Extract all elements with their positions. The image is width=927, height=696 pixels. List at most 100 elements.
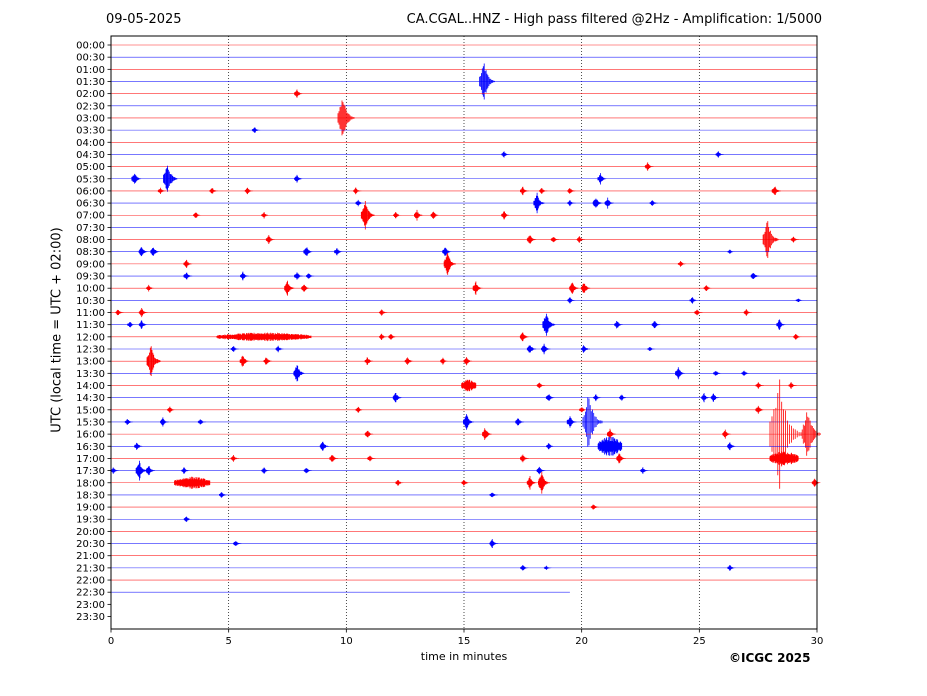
seismic-event <box>576 236 585 243</box>
trace-row-1030 <box>111 297 817 304</box>
x-tick-label: 25 <box>693 636 706 647</box>
seismic-event <box>790 236 800 243</box>
seismic-event <box>526 235 537 244</box>
seismic-event <box>644 162 654 171</box>
seismic-event <box>306 273 315 279</box>
seismic-event <box>138 308 148 318</box>
trace-row-1300 <box>111 346 817 376</box>
seismic-event <box>741 370 750 376</box>
x-tick-label: 15 <box>458 636 471 647</box>
seismic-event <box>713 371 722 376</box>
y-tick-label: 04:00 <box>76 138 105 149</box>
seismic-event <box>539 188 548 194</box>
seismic-event <box>677 261 687 267</box>
y-tick-label: 00:00 <box>76 41 105 52</box>
seismic-event <box>769 379 802 489</box>
seismic-event <box>569 282 579 294</box>
y-tick-label: 16:00 <box>76 430 105 441</box>
y-tick-label: 13:30 <box>76 369 105 380</box>
seismic-event <box>353 187 362 195</box>
y-tick-label: 07:00 <box>76 211 105 222</box>
seismic-event <box>261 467 270 474</box>
trace-row-1830 <box>111 492 817 498</box>
trace-row-1900 <box>111 504 817 510</box>
seismic-event <box>244 187 254 195</box>
y-tick-label: 17:00 <box>76 454 105 465</box>
seismic-event <box>597 436 623 456</box>
seismic-event <box>135 460 147 481</box>
y-tick-label: 13:00 <box>76 357 105 368</box>
seismic-event <box>334 248 343 256</box>
seismic-event <box>392 393 403 403</box>
seismic-event <box>230 455 239 462</box>
trace-row-1730 <box>110 460 817 481</box>
trace-row-1200 <box>111 332 817 342</box>
seismic-event <box>701 393 710 403</box>
seismic-event <box>581 345 590 353</box>
seismic-event <box>355 406 364 413</box>
seismic-event <box>145 466 155 476</box>
x-axis-label: time in minutes <box>420 650 508 663</box>
y-tick-label: 20:00 <box>76 527 105 538</box>
trace-row-0900 <box>111 252 817 275</box>
seismic-event <box>303 468 312 474</box>
seismic-event <box>489 492 498 498</box>
seismic-event <box>275 345 284 353</box>
copyright-label: ©ICGC 2025 <box>729 651 811 665</box>
seismic-event <box>364 357 374 365</box>
seismic-event <box>649 200 658 206</box>
seismic-event <box>294 272 303 280</box>
seismic-event <box>579 407 588 413</box>
y-tick-label: 02:30 <box>76 101 105 112</box>
seismic-event <box>582 397 603 447</box>
chart-title: CA.CGAL..HNZ - High pass filtered @2Hz -… <box>406 12 822 27</box>
seismic-event <box>138 247 148 257</box>
seismic-event <box>150 247 160 256</box>
y-tick-label: 12:30 <box>76 345 105 356</box>
y-tick-label: 15:00 <box>76 405 105 416</box>
seismic-event <box>301 284 310 292</box>
seismic-event <box>566 416 577 428</box>
y-tick-label: 18:30 <box>76 490 105 501</box>
seismic-event <box>233 541 242 546</box>
seismic-event <box>261 212 270 219</box>
y-tick-label: 21:00 <box>76 551 105 562</box>
seismic-event <box>294 89 303 98</box>
seismic-event <box>430 211 440 219</box>
seismic-event <box>303 247 313 256</box>
seismic-event <box>640 467 649 474</box>
seismic-event <box>364 430 374 438</box>
seismic-event <box>157 187 167 194</box>
seismic-event <box>479 63 495 100</box>
trace-row-0500 <box>111 162 817 171</box>
trace-row-0130 <box>111 63 817 100</box>
y-tick-label: 00:30 <box>76 53 105 64</box>
seismic-event <box>284 280 295 296</box>
seismic-event <box>146 346 161 376</box>
trace-row-0630 <box>111 192 817 214</box>
trace-row-1130 <box>111 313 817 336</box>
y-tick-label: 07:30 <box>76 223 105 234</box>
seismic-event <box>463 357 473 366</box>
trace-row-0600 <box>111 186 817 196</box>
y-tick-label: 08:00 <box>76 235 105 246</box>
seismic-event <box>607 428 617 440</box>
y-tick-label: 17:30 <box>76 466 105 477</box>
seismic-event <box>593 394 602 402</box>
seismic-event <box>367 455 376 462</box>
seismic-event <box>167 406 176 413</box>
seismic-event <box>414 209 424 221</box>
seismic-event <box>580 283 591 293</box>
date-label: 09-05-2025 <box>106 12 182 27</box>
trace-row-2030 <box>111 539 817 548</box>
y-tick-label: 01:00 <box>76 65 105 76</box>
seismic-event <box>146 284 155 292</box>
trace-row-1000 <box>111 280 817 296</box>
seismic-event <box>755 382 764 389</box>
seismic-traces <box>110 44 821 593</box>
seismic-event <box>183 272 193 280</box>
seismic-event <box>743 309 752 316</box>
seismic-event <box>461 480 470 486</box>
y-tick-label: 01:30 <box>76 77 105 88</box>
seismic-event <box>694 309 703 316</box>
